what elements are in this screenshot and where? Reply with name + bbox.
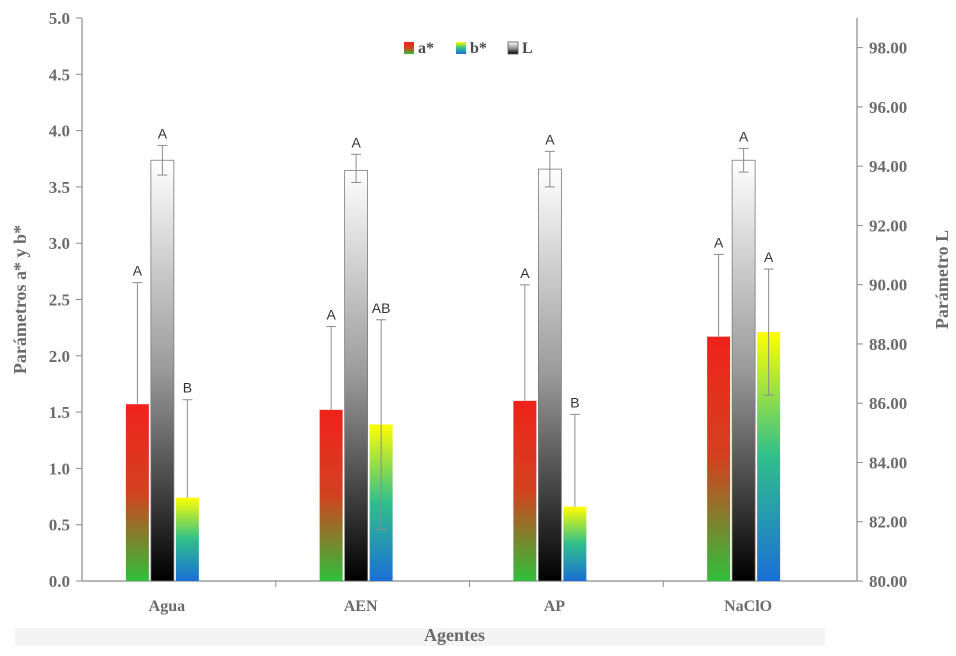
y-tick-label-right: 96.00	[869, 98, 907, 117]
significance-label: A	[764, 249, 774, 265]
bar-astar-agua	[125, 404, 149, 581]
legend-swatch-bstar	[456, 42, 466, 54]
y-tick-label-left: 4.5	[49, 65, 70, 84]
legend-label: b*	[470, 40, 487, 57]
bar-l-ap	[537, 168, 562, 582]
significance-label: B	[183, 380, 192, 396]
y-tick-label-right: 90.00	[869, 276, 907, 295]
y-tick-label-left: 1.0	[49, 459, 70, 478]
significance-label: A	[158, 125, 168, 141]
category-label: Agua	[149, 598, 185, 615]
bar-bstar-naclo	[757, 332, 781, 581]
significance-label: B	[570, 394, 579, 410]
significance-label: A	[739, 128, 749, 144]
category-label: NaClO	[724, 598, 772, 615]
y-axis-title-right: Parámetro L	[932, 230, 952, 329]
category-label: AP	[544, 598, 566, 615]
y-tick-label-right: 94.00	[869, 157, 907, 176]
bar-astar-ap	[513, 400, 537, 581]
y-tick-label-right: 80.00	[869, 572, 907, 591]
y-tick-label-left: 1.5	[49, 403, 70, 422]
footer-band	[15, 628, 825, 646]
y-tick-label-right: 92.00	[869, 216, 907, 235]
significance-label: A	[351, 134, 361, 150]
x-axis-title: Agentes	[424, 625, 485, 645]
y-tick-label-right: 84.00	[869, 453, 907, 472]
y-tick-label-right: 86.00	[869, 394, 907, 413]
category-label: AEN	[344, 598, 378, 615]
y-tick-label-right: 82.00	[869, 513, 907, 532]
y-tick-label-left: 4.0	[49, 122, 70, 141]
bar-bstar-agua	[175, 497, 199, 581]
significance-label: A	[326, 307, 336, 323]
legend-label: a*	[418, 40, 434, 57]
bar-l-aen	[344, 170, 369, 582]
significance-label: AB	[372, 300, 391, 316]
bar-astar-naclo	[707, 336, 731, 581]
y-tick-label-left: 5.0	[49, 9, 70, 28]
y-axis-title-left: Parámetros a* y b*	[10, 225, 30, 374]
legend-label: L	[522, 40, 533, 57]
legend-swatch-l	[507, 41, 519, 55]
bar-l-agua	[150, 159, 175, 582]
y-tick-label-left: 0.5	[49, 516, 70, 535]
bar-astar-aen	[319, 409, 343, 581]
bar-l-naclo	[731, 159, 756, 582]
y-tick-label-left: 3.0	[49, 234, 70, 253]
significance-label: A	[520, 265, 530, 281]
y-tick-label-right: 98.00	[869, 39, 907, 58]
significance-label: A	[714, 234, 724, 250]
y-tick-label-left: 2.0	[49, 347, 70, 366]
y-tick-label-left: 0.0	[49, 572, 70, 591]
y-tick-label-right: 88.00	[869, 335, 907, 354]
bar-bstar-ap	[563, 506, 587, 581]
legend-swatch-astar	[404, 42, 414, 54]
significance-label: A	[133, 263, 143, 279]
y-tick-label-left: 2.5	[49, 291, 70, 310]
y-tick-label-left: 3.5	[49, 178, 70, 197]
significance-label: A	[545, 131, 555, 147]
